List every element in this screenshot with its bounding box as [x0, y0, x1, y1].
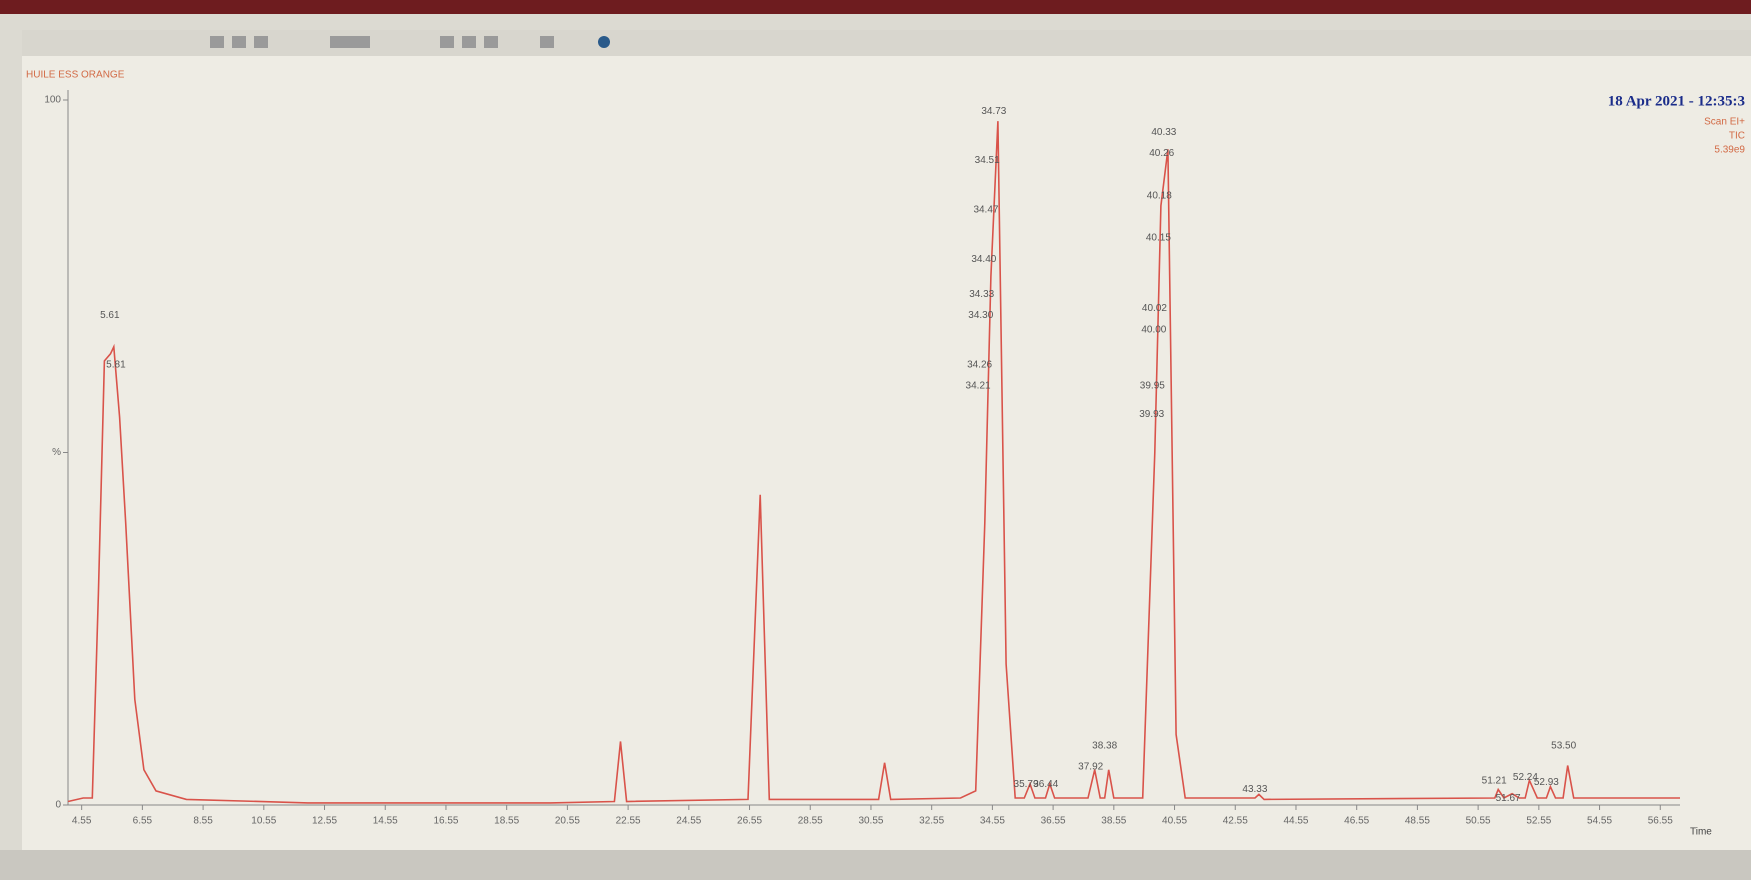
- icon[interactable]: [232, 36, 246, 48]
- y-tick-label: %: [52, 447, 61, 458]
- peak-label: 34.30: [968, 310, 993, 321]
- icon[interactable]: [254, 36, 268, 48]
- peak-label: 52.93: [1534, 777, 1559, 788]
- x-tick-label: 34.55: [980, 816, 1005, 827]
- peak-label: 53.50: [1551, 740, 1576, 751]
- peak-label: 5.81: [106, 360, 126, 371]
- peak-label: 34.47: [973, 204, 998, 215]
- x-tick-label: 46.55: [1344, 816, 1369, 827]
- x-tick-label: 42.55: [1223, 816, 1248, 827]
- x-tick-label: 14.55: [373, 816, 398, 827]
- icon[interactable]: [598, 36, 610, 48]
- peak-label: 34.26: [967, 360, 992, 371]
- peak-label: 34.73: [981, 106, 1006, 117]
- x-tick-label: 16.55: [433, 816, 458, 827]
- icon[interactable]: [484, 36, 498, 48]
- peak-label: 38.38: [1092, 740, 1117, 751]
- peak-label: 35.79: [1014, 779, 1039, 790]
- x-tick-label: 32.55: [919, 816, 944, 827]
- info: 5.39e9: [1714, 145, 1745, 156]
- x-tick-label: 22.55: [616, 816, 641, 827]
- x-tick-label: 8.55: [193, 816, 213, 827]
- peak-label: 40.26: [1149, 148, 1174, 159]
- x-tick-label: 54.55: [1587, 816, 1612, 827]
- toolbar: [22, 30, 1751, 56]
- date: 18 Apr 2021 - 12:35:3: [1608, 93, 1745, 109]
- peak-label: 34.51: [975, 155, 1000, 166]
- peak-label: 39.93: [1139, 409, 1164, 420]
- x-tick-label: 38.55: [1101, 816, 1126, 827]
- peak-label: 36.44: [1033, 779, 1058, 790]
- icon[interactable]: [462, 36, 476, 48]
- x-tick-label: 50.55: [1466, 816, 1491, 827]
- x-tick-label: 30.55: [858, 816, 883, 827]
- peak-label: 34.33: [969, 289, 994, 300]
- x-tick-label: 44.55: [1283, 816, 1308, 827]
- x-tick-label: 6.55: [133, 816, 153, 827]
- peak-label: 40.02: [1142, 303, 1167, 314]
- peak-label: 34.21: [966, 381, 991, 392]
- x-axis-label: Time: [1690, 827, 1712, 838]
- chart-title: HUILE ESS ORANGE: [26, 70, 125, 81]
- info: Scan EI+: [1704, 117, 1745, 128]
- peak-label: 43.33: [1242, 784, 1267, 795]
- x-tick-label: 48.55: [1405, 816, 1430, 827]
- trace: [67, 121, 1680, 804]
- x-tick-label: 40.55: [1162, 816, 1187, 827]
- toolbar-icons: [210, 36, 610, 48]
- peak-label: 37.92: [1078, 761, 1103, 772]
- x-tick-label: 26.55: [737, 816, 762, 827]
- icon[interactable]: [330, 36, 370, 48]
- x-tick-label: 18.55: [494, 816, 519, 827]
- top-bar: [0, 0, 1751, 14]
- x-tick-label: 10.55: [251, 816, 276, 827]
- y-tick-label: 100: [44, 95, 61, 106]
- peak-label: 51.21: [1482, 776, 1507, 787]
- peak-label: 52.24: [1513, 772, 1538, 783]
- x-tick-label: 20.55: [555, 816, 580, 827]
- x-tick-label: 4.55: [72, 816, 92, 827]
- info: TIC: [1729, 131, 1745, 142]
- plot-window: [22, 30, 1751, 850]
- x-tick-label: 52.55: [1526, 816, 1551, 827]
- y-tick-label: 0: [55, 800, 61, 811]
- peak-label: 40.33: [1151, 127, 1176, 138]
- peak-label: 40.18: [1147, 190, 1172, 201]
- x-tick-label: 24.55: [676, 816, 701, 827]
- peak-label: 5.61: [100, 310, 120, 321]
- peak-label: 40.00: [1141, 324, 1166, 335]
- x-tick-label: 36.55: [1041, 816, 1066, 827]
- peak-label: 51.67: [1496, 793, 1521, 804]
- x-tick-label: 28.55: [798, 816, 823, 827]
- icon[interactable]: [540, 36, 554, 48]
- x-tick-label: 12.55: [312, 816, 337, 827]
- status-bar: [0, 850, 1751, 880]
- icon[interactable]: [210, 36, 224, 48]
- icon[interactable]: [440, 36, 454, 48]
- peak-label: 40.15: [1146, 233, 1171, 244]
- peak-label: 39.95: [1140, 381, 1165, 392]
- peak-label: 34.40: [971, 254, 996, 265]
- x-tick-label: 56.55: [1648, 816, 1673, 827]
